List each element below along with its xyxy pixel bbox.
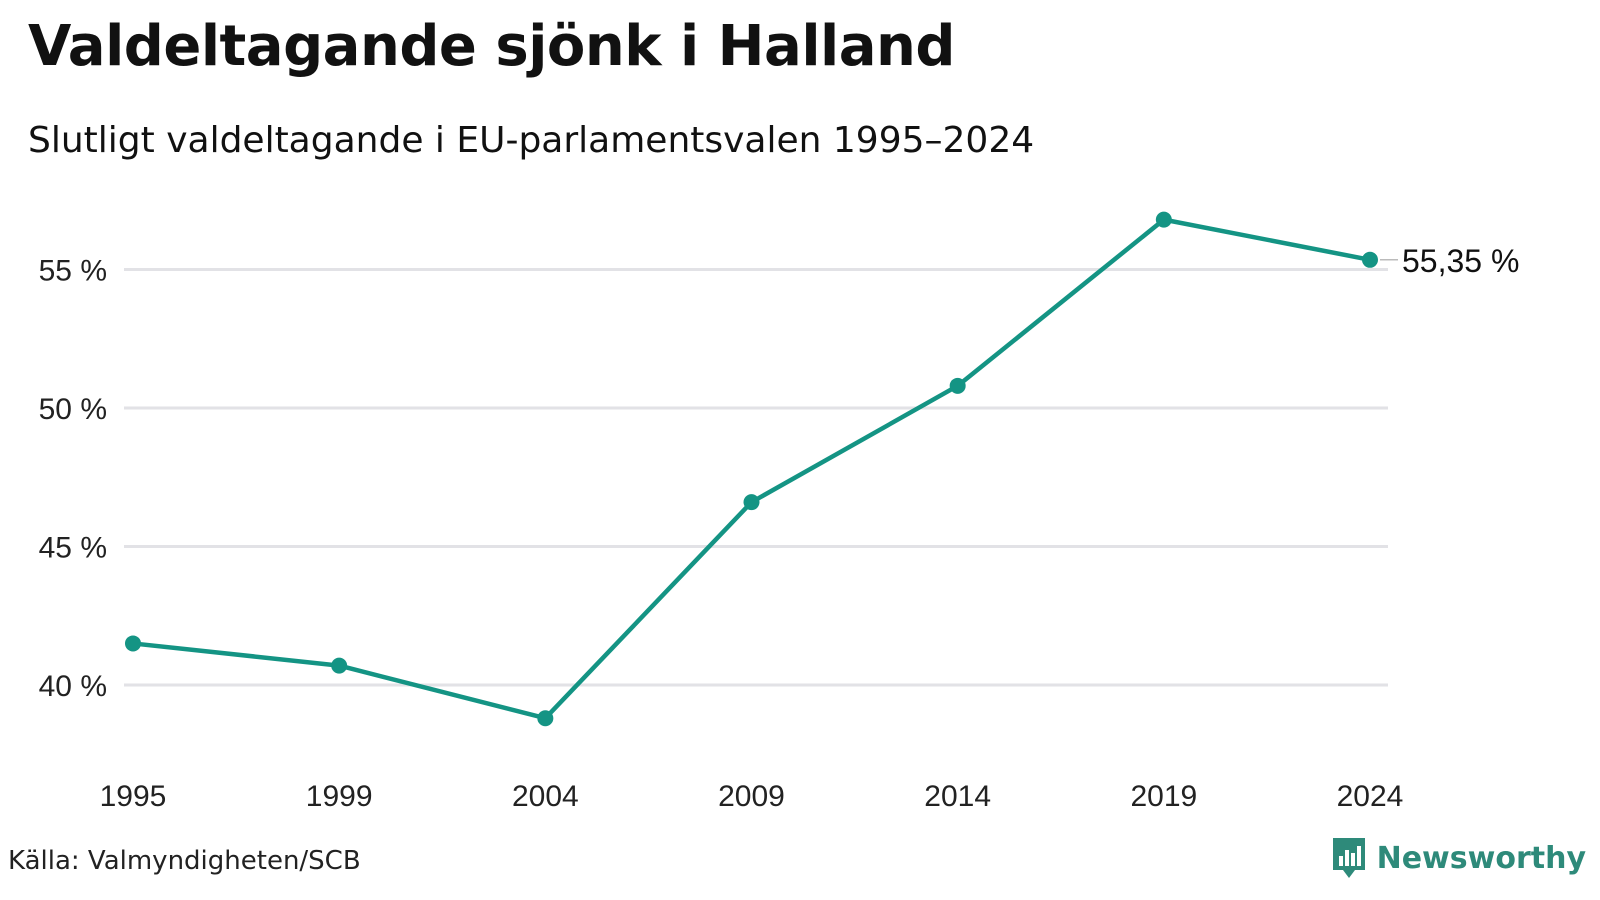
x-axis-ticks: 1995 1999 2004 2009 2014 2019 2024 (100, 780, 1404, 813)
data-point (331, 657, 348, 674)
y-tick-label: 45 % (39, 532, 107, 565)
data-point (949, 377, 966, 394)
data-point (1155, 211, 1172, 228)
x-tick-label: 1995 (100, 780, 167, 813)
y-tick-label: 50 % (39, 393, 107, 426)
bar-chart-icon (1332, 838, 1365, 878)
y-tick-label: 55 % (39, 255, 107, 288)
x-tick-label: 1999 (306, 780, 373, 813)
x-tick-label: 2004 (512, 780, 579, 813)
data-point (743, 494, 760, 511)
end-value-label: 55,35 % (1402, 243, 1519, 279)
chart-title: Valdeltagande sjönk i Halland (28, 14, 955, 79)
data-point (1362, 251, 1378, 268)
data-point (537, 710, 554, 727)
series-line-path (130, 217, 1373, 721)
gridlines (124, 268, 1388, 687)
series-line (130, 217, 1373, 721)
x-tick-label: 2009 (718, 780, 785, 813)
x-tick-label: 2024 (1337, 780, 1404, 813)
y-tick-label: 40 % (39, 670, 107, 703)
brand-logo: Newsworthy (1331, 836, 1586, 880)
data-point (125, 635, 141, 652)
source-note: Källa: Valmyndigheten/SCB (8, 846, 361, 876)
y-axis-ticks: 40 % 45 % 50 % 55 % (39, 255, 107, 704)
series-points (125, 211, 1378, 727)
chart-subtitle: Slutligt valdeltagande i EU-parlamentsva… (28, 120, 1035, 161)
x-tick-label: 2019 (1130, 780, 1197, 813)
brand-name: Newsworthy (1376, 840, 1586, 876)
end-label-group: 55,35 % (1380, 243, 1519, 279)
x-tick-label: 2014 (924, 780, 991, 813)
